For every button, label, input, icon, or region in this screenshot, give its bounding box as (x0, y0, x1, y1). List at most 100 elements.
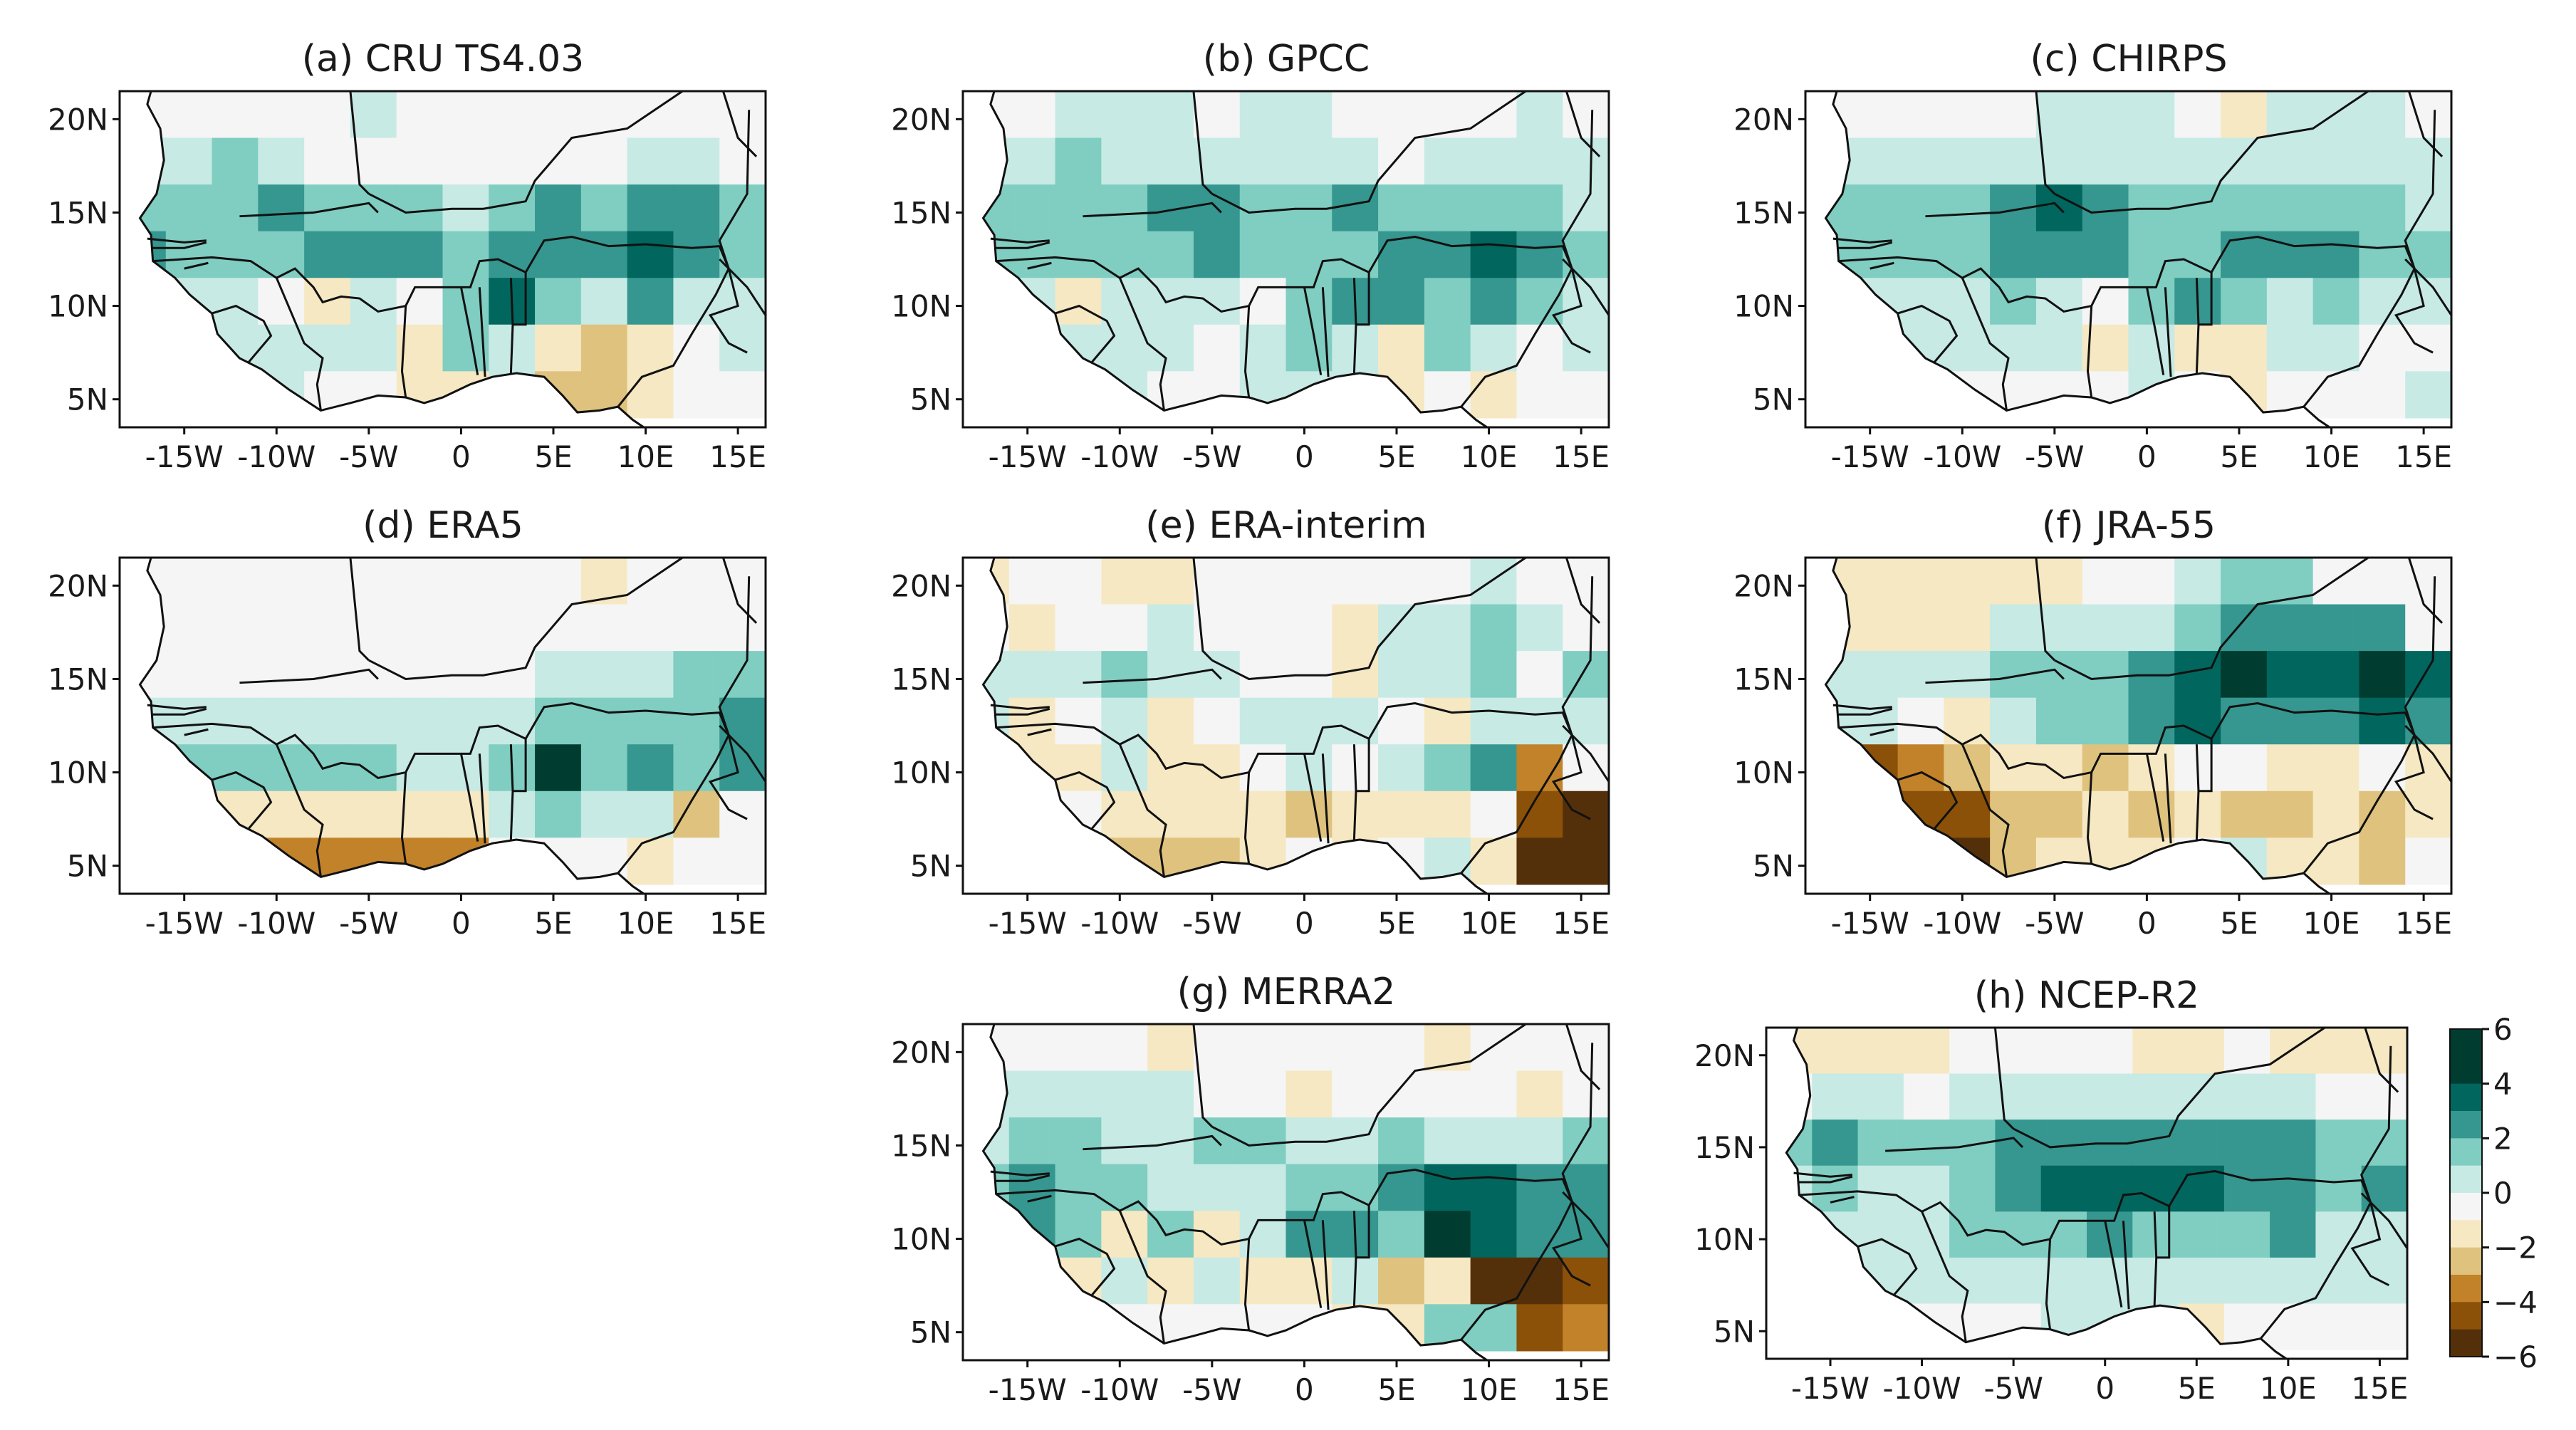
grid-cell (1516, 1164, 1563, 1211)
grid-cell (1239, 1211, 1287, 1258)
grid-cell (1101, 324, 1148, 372)
grid-cell (2221, 651, 2268, 699)
grid-cell (1516, 837, 1563, 885)
grid-cell (2087, 1165, 2133, 1212)
grid-cell (2266, 184, 2314, 232)
grid-cell (1944, 558, 1991, 605)
country-border (239, 668, 379, 684)
grid-cell (2040, 1211, 2087, 1258)
grid-cell (304, 604, 351, 652)
colorbar-segment (2450, 1275, 2482, 1303)
x-tick-label: -10W (1080, 439, 1159, 474)
grid-cell (1944, 651, 1991, 699)
country-border (990, 1170, 1050, 1176)
grid-cell (258, 790, 305, 838)
grid-cell (719, 604, 766, 652)
grid-cell (1563, 837, 1609, 885)
grid-cell (212, 604, 259, 652)
x-tick-label: 15E (1553, 1372, 1610, 1407)
grid-cell (1516, 604, 1563, 652)
country-border (1565, 1024, 1601, 1090)
grid-cell (2312, 278, 2360, 325)
grid-cell (2315, 1073, 2362, 1120)
country-border (459, 287, 479, 375)
grid-cell (2128, 231, 2175, 278)
grid-cell (1563, 184, 1609, 232)
y-tick-label: 5N (1753, 382, 1794, 417)
grid-cell (1239, 231, 1287, 278)
grid-cell (1470, 137, 1518, 185)
grid-cell (1101, 1024, 1148, 1072)
grid-cell (1563, 1070, 1609, 1118)
grid-cell (1286, 137, 1333, 185)
grid-cell (1944, 278, 1991, 325)
x-tick-label: 10E (2303, 439, 2360, 474)
ocean-mask (1766, 1028, 2407, 1359)
grid-cell (627, 371, 674, 419)
grid-cell (1990, 604, 2037, 652)
x-tick-label: -15W (145, 906, 224, 941)
x-tick-label: 0 (1295, 439, 1314, 474)
grid-cell (673, 184, 720, 232)
grid-cell (1055, 651, 1102, 699)
grid-cell (1424, 604, 1471, 652)
grid-cell (258, 137, 305, 185)
grid-cell (1008, 558, 1056, 605)
x-tick-label: 10E (1461, 906, 1518, 941)
grid-cell (1193, 558, 1241, 605)
grid-cell (2178, 1028, 2225, 1075)
country-border (2198, 272, 2213, 326)
country-border (1211, 91, 1527, 214)
grid-cell (1424, 91, 1471, 139)
y-tick-label: 5N (910, 1315, 951, 1350)
grid-cell (1008, 1164, 1056, 1211)
grid-cell (2174, 558, 2221, 605)
grid-cell (1332, 1024, 1379, 1072)
grid-cell (1008, 1070, 1056, 1118)
grid-cell (2312, 558, 2360, 605)
grid-cell (2174, 651, 2221, 699)
grid-cell (580, 790, 628, 838)
grid-cell (2361, 1120, 2407, 1167)
country-border (2303, 734, 2416, 875)
x-tick-label: 0 (2137, 439, 2157, 474)
grid-cell (2223, 1257, 2270, 1305)
grid-cell (2035, 744, 2083, 792)
grid-cell (1424, 1211, 1471, 1258)
grid-cell (2128, 604, 2175, 652)
grid-cell (627, 744, 674, 792)
grid-cell (1286, 697, 1333, 745)
country-border (2404, 724, 2451, 783)
grid-cell (258, 558, 305, 605)
panel-h: (h) NCEP-R2 20N 15N 10N 5N -15W -10W -5W 0 5E 10E… (1694, 974, 2409, 1406)
grid-cell (580, 231, 628, 278)
country-border (1837, 707, 1893, 716)
grid-cell (1851, 604, 1899, 652)
grid-cell (2035, 278, 2083, 325)
y-tick-label: 15N (891, 195, 951, 230)
grid-cell (535, 324, 582, 372)
grid-cell (1812, 1165, 1859, 1212)
colorbar-tick-label: 0 (2493, 1176, 2513, 1211)
country-border (152, 236, 730, 313)
x-tick-label: 5E (534, 439, 572, 474)
country-border (1562, 724, 1609, 783)
grid-cell (627, 697, 674, 745)
colorbar-tick-label: −6 (2493, 1340, 2538, 1374)
grid-cell (350, 558, 397, 605)
grid-cell (1055, 1164, 1102, 1211)
y-tick-label: 15N (48, 195, 108, 230)
grid-cell (1424, 558, 1471, 605)
grid-cell (1055, 1070, 1102, 1118)
y-tick-label: 15N (891, 662, 951, 696)
grid-cell (165, 651, 213, 699)
country-border (1118, 1210, 1167, 1344)
grid-cell (1470, 697, 1518, 745)
grid-cell (442, 697, 489, 745)
grid-cell (2174, 604, 2221, 652)
ocean-mask (1805, 558, 2451, 894)
colorbar-segment (2450, 1165, 2482, 1194)
grid-cell (1995, 1028, 2042, 1075)
grid-cell (1851, 697, 1899, 745)
country-border (2054, 91, 2369, 214)
